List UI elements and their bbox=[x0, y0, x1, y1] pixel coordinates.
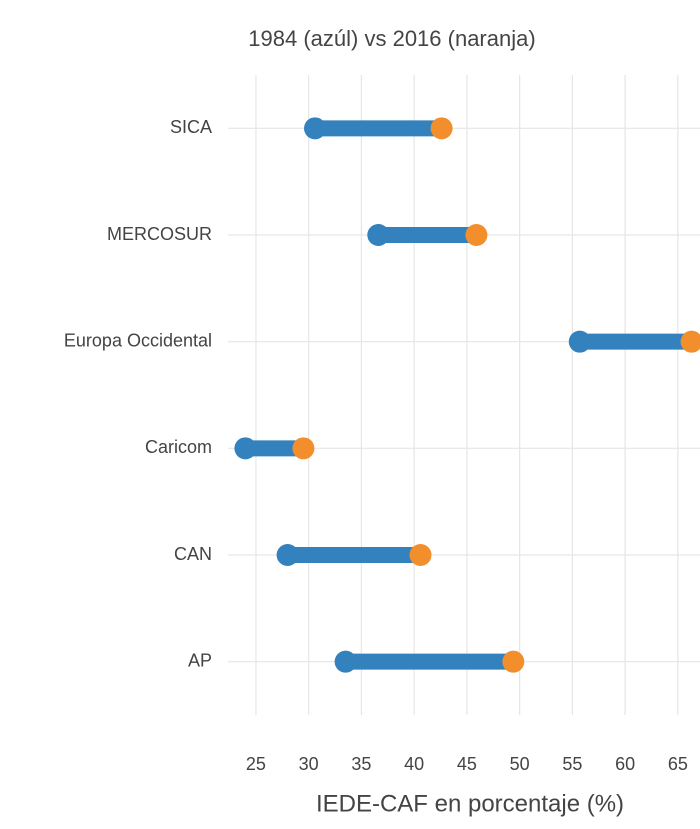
dot bbox=[568, 330, 591, 353]
x-tick-label: 65 bbox=[668, 754, 688, 774]
dot bbox=[367, 224, 390, 246]
dot bbox=[409, 544, 432, 566]
dot bbox=[680, 330, 700, 353]
dot bbox=[502, 650, 525, 673]
y-tick-label: SICA bbox=[170, 117, 212, 137]
y-tick-label: Europa Occidental bbox=[64, 330, 212, 350]
dot bbox=[430, 117, 453, 140]
chart-title: 1984 (azúl) vs 2016 (naranja) bbox=[248, 26, 535, 51]
x-tick-label: 25 bbox=[246, 754, 266, 774]
x-tick-label: 60 bbox=[615, 754, 635, 774]
x-tick-label: 30 bbox=[299, 754, 319, 774]
y-tick-label: CAN bbox=[174, 544, 212, 564]
dot bbox=[334, 650, 357, 673]
x-tick-label: 45 bbox=[457, 754, 477, 774]
x-tick-label: 50 bbox=[510, 754, 530, 774]
y-tick-label: AP bbox=[188, 650, 212, 670]
x-axis-label: IEDE-CAF en porcentaje (%) bbox=[316, 790, 624, 817]
dot bbox=[465, 224, 488, 246]
dot bbox=[292, 437, 315, 460]
x-tick-label: 35 bbox=[351, 754, 371, 774]
x-tick-label: 55 bbox=[562, 754, 582, 774]
dot bbox=[276, 544, 299, 566]
dot bbox=[304, 117, 327, 140]
y-tick-label: MERCOSUR bbox=[107, 224, 212, 244]
y-tick-label: Caricom bbox=[145, 437, 212, 457]
x-tick-label: 40 bbox=[404, 754, 424, 774]
dot bbox=[234, 437, 257, 460]
